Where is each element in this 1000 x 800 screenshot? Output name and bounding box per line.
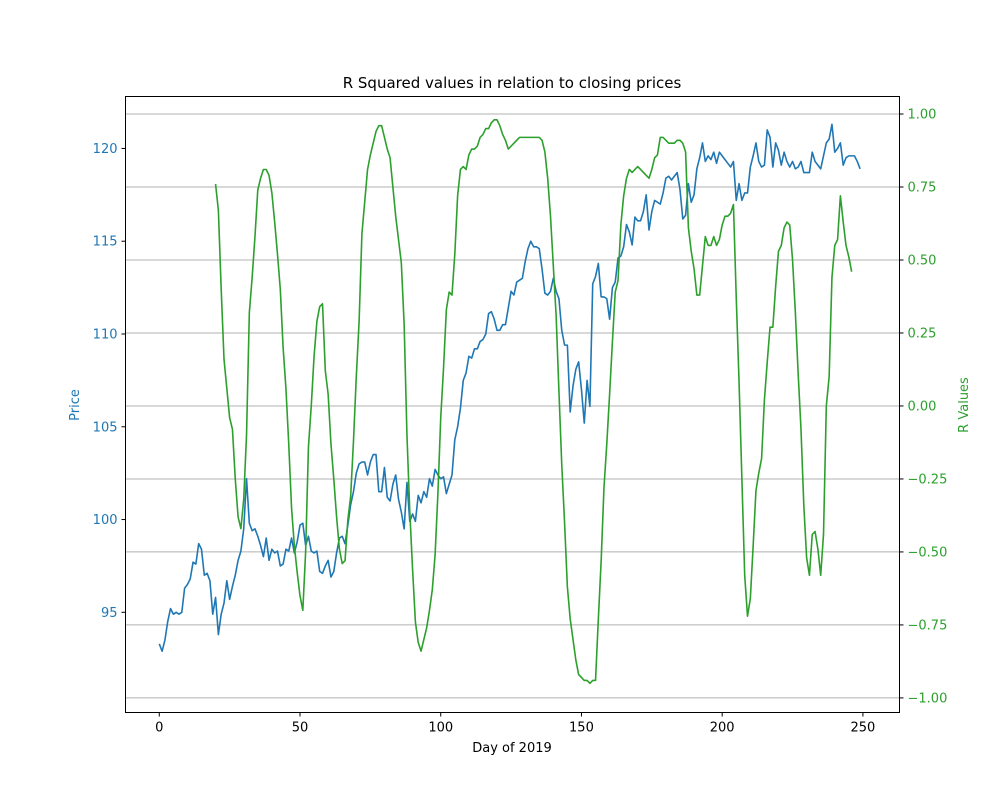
grid-lines: [125, 113, 900, 699]
y-axis-left-label: Price: [68, 389, 83, 421]
chart-title: R Squared values in relation to closing …: [343, 74, 682, 92]
x-axis: 0 50 100 150 200 250: [155, 712, 875, 736]
x-tick-label: 0: [155, 721, 163, 736]
x-tick-label: 200: [710, 721, 735, 736]
y-right-tick-label: −0.50: [908, 545, 948, 560]
y-left-tick-label: 105: [93, 420, 118, 435]
y-axis-left: 95 100 105 110 115 120: [93, 142, 126, 621]
price-series-line: [158, 123, 861, 653]
x-axis-label: Day of 2019: [472, 741, 552, 756]
y-right-tick-label: −1.00: [908, 691, 948, 706]
y-left-tick-label: 95: [101, 606, 118, 621]
y-right-tick-label: 0.50: [908, 253, 937, 268]
y-right-tick-label: 0.25: [908, 326, 937, 341]
y-right-tick-label: 1.00: [908, 108, 937, 123]
y-axis-right-label: R Values: [957, 377, 972, 433]
r-values-series-line: [214, 119, 853, 685]
y-right-tick-label: 0.00: [908, 399, 937, 414]
y-left-tick-label: 115: [93, 235, 118, 250]
series-lines: [158, 119, 861, 685]
x-tick-label: 100: [428, 721, 453, 736]
y-axis-right: −1.00 −0.75 −0.50 −0.25 0.00 0.25 0.50 0.75 1.00: [899, 108, 948, 706]
y-right-tick-label: −0.25: [908, 472, 948, 487]
x-tick-label: 250: [850, 721, 875, 736]
x-tick-label: 150: [569, 721, 594, 736]
y-right-tick-label: −0.75: [908, 618, 948, 633]
y-right-tick-label: 0.75: [908, 181, 937, 196]
x-tick-label: 50: [292, 721, 309, 736]
plot-frame: [125, 96, 900, 713]
y-left-tick-label: 100: [93, 513, 118, 528]
y-left-tick-label: 120: [93, 142, 118, 157]
y-left-tick-label: 110: [93, 327, 118, 342]
